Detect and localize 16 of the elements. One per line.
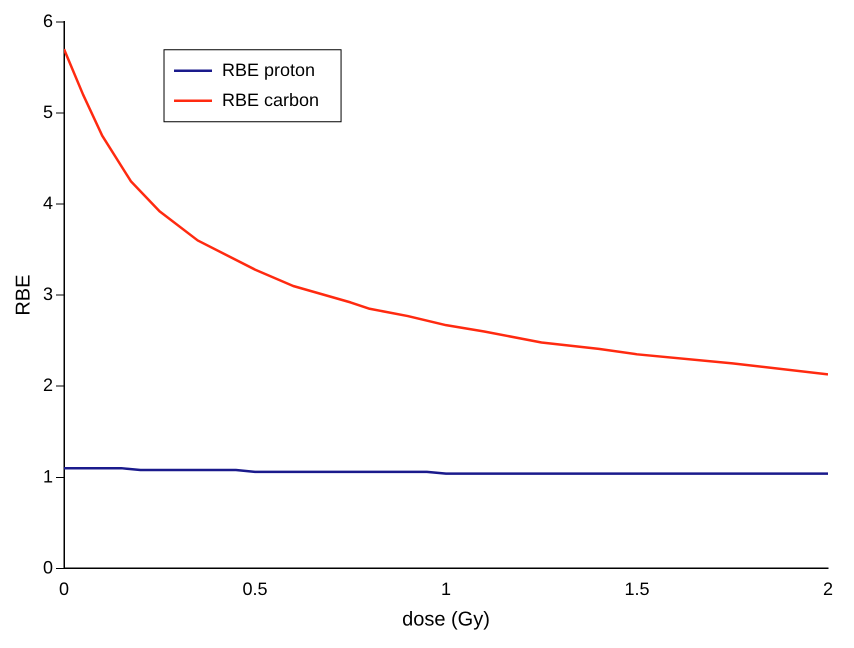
x-tick-label: 0 <box>59 579 70 600</box>
y-tick-label: 2 <box>42 375 54 396</box>
y-tick-label: 5 <box>42 102 54 122</box>
x-tick-label: 1 <box>441 579 452 600</box>
y-tick-label: 4 <box>42 192 54 213</box>
x-tick-label: 0.5 <box>242 579 268 600</box>
legend-label: RBE proton <box>222 60 316 80</box>
x-tick-label: 2 <box>822 579 834 600</box>
y-tick-label: 0 <box>42 557 54 578</box>
x-axis-title: dose (Gy) <box>402 608 490 631</box>
x-tick-label: 1.5 <box>624 579 650 600</box>
y-tick-label: 1 <box>42 466 54 486</box>
y-axis-title: RBE <box>12 274 35 316</box>
y-tick-label: 6 <box>42 10 54 31</box>
legend-label: RBE carbon <box>222 90 320 110</box>
y-tick-label: 3 <box>42 284 54 304</box>
